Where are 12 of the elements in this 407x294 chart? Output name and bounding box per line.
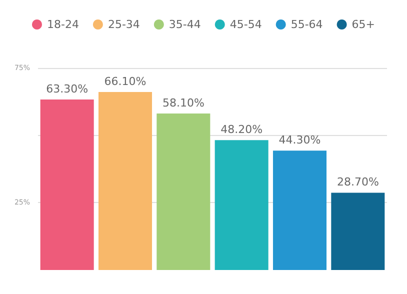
legend-label: 55-64 bbox=[290, 18, 323, 31]
data-label: 66.10% bbox=[104, 74, 146, 88]
data-label: 48.20% bbox=[220, 123, 263, 136]
legend-label: 18-24 bbox=[46, 18, 79, 31]
legend-label: 45-54 bbox=[230, 18, 262, 31]
data-label: 28.70% bbox=[336, 176, 379, 189]
data-label: 58.10% bbox=[162, 96, 204, 110]
legend-label: 65+ bbox=[352, 18, 376, 31]
legend-label: 35-44 bbox=[168, 18, 201, 31]
data-label: 63.30% bbox=[46, 82, 88, 96]
data-label: 44.30% bbox=[278, 134, 321, 147]
legend-label: 25-34 bbox=[108, 18, 140, 31]
